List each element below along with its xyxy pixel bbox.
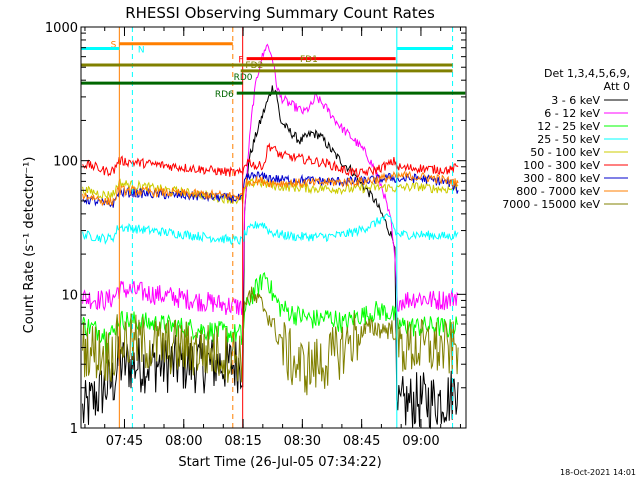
x-tick-label-4: 08:45 — [343, 434, 380, 449]
flag-label-4: FD1 — [300, 55, 318, 65]
flag-label-0: S — [111, 41, 117, 51]
x-tick-label-5: 09:00 — [402, 434, 439, 449]
legend-label-3: 25 - 50 keV — [537, 133, 600, 146]
legend-title-line1: Det 1,3,4,5,6,9, — [544, 67, 630, 80]
x-tick-label-0: 07:45 — [106, 434, 143, 449]
series-line-5 — [82, 142, 459, 179]
flag-label-3: F — [238, 56, 243, 66]
chart-title: RHESSI Observing Summary Count Rates — [125, 4, 435, 22]
x-tick-label-3: 08:30 — [284, 434, 321, 449]
legend-label-1: 6 - 12 keV — [544, 107, 600, 120]
series-line-6 — [82, 171, 459, 208]
series-line-2 — [82, 272, 459, 364]
legend-label-2: 12 - 25 keV — [537, 120, 600, 133]
series-line-3 — [82, 213, 459, 246]
x-axis-label: Start Time (26-Jul-05 07:34:22) — [178, 455, 381, 470]
series-line-7 — [82, 170, 459, 207]
legend-label-4: 50 - 100 keV — [530, 146, 600, 159]
legend-label-6: 300 - 800 keV — [523, 172, 600, 185]
flag-label-5: FD2 — [245, 61, 263, 71]
series-line-8 — [82, 286, 459, 396]
x-tick-label-2: 08:15 — [224, 434, 261, 449]
series-line-1 — [82, 43, 459, 316]
x-tick-label-1: 08:00 — [165, 434, 202, 449]
plot-frame — [80, 26, 467, 429]
legend-label-0: 3 - 6 keV — [551, 94, 600, 107]
legend-title-line2: Att 0 — [604, 80, 630, 93]
y-tick-label-0: 1 — [70, 422, 78, 437]
flag-label-1: N — [138, 46, 145, 56]
legend-label-7: 800 - 7000 keV — [516, 185, 600, 198]
y-tick-label-1: 10 — [61, 288, 78, 303]
legend-label-8: 7000 - 15000 keV — [502, 198, 600, 211]
y-tick-label-2: 100 — [53, 155, 78, 170]
footer-date: 18-Oct-2021 14:01 — [560, 468, 636, 477]
series-line-0 — [82, 85, 459, 430]
flag-label-6: RD0 — [234, 73, 253, 83]
y-tick-label-3: 1000 — [45, 21, 78, 36]
y-axis-label: Count Rate (s⁻¹ detector⁻¹) — [22, 157, 37, 334]
flag-label-7: RD6 — [215, 90, 234, 100]
legend-label-5: 100 - 300 keV — [523, 159, 600, 172]
